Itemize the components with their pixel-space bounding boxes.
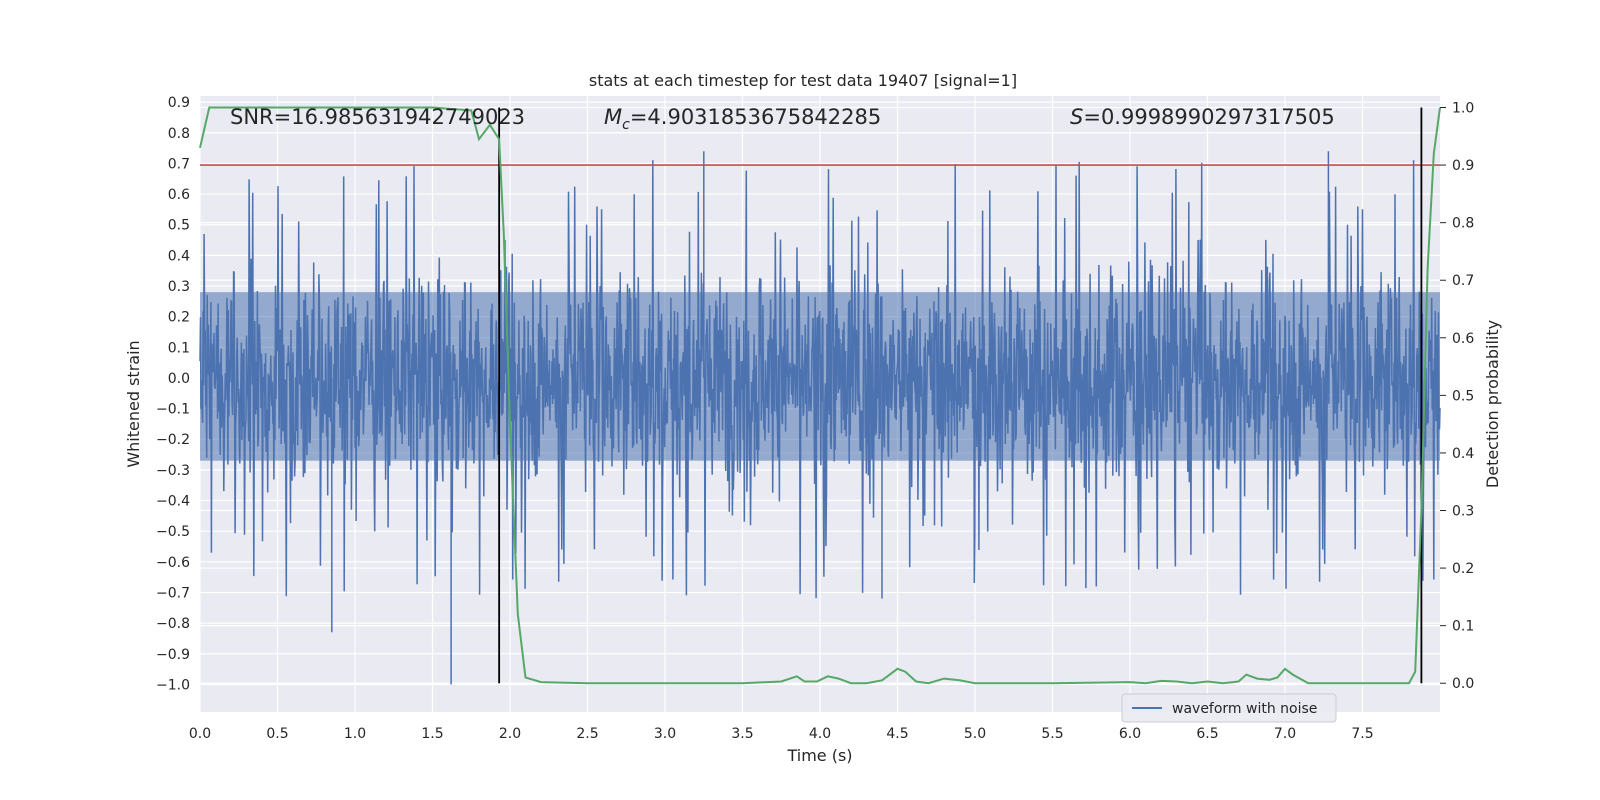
legend-label: waveform with noise [1172,701,1317,717]
x-ticks: 0.0 0.5 1.0 1.5 2.0 2.5 3.0 3.5 4.0 4.5 5.0 5.5 6.0 6… [189,726,1374,742]
x-tick-label: 2.0 [499,726,521,742]
s-symbol: S [1070,105,1083,129]
y-tick-label: 0.4 [168,248,190,264]
x-axis-label: Time (s) [786,746,852,765]
y2-tick-label: 0.2 [1452,561,1474,577]
x-tick-label: 3.0 [654,726,676,742]
x-tick-label: 1.0 [344,726,366,742]
s-annotation: S=0.9998990297317505 [1070,105,1335,129]
y-tick-label: 0.6 [168,187,190,203]
legend-box [1121,693,1337,723]
x-tick-label: 2.5 [576,726,598,742]
x-tick-label: 5.5 [1041,726,1063,742]
y-tick-label: −0.8 [156,616,190,632]
x-tick-label: 6.0 [1119,726,1141,742]
y-tick-label: 0.5 [168,218,190,234]
x-tick-label: 6.5 [1196,726,1218,742]
y-tick-label: −0.3 [156,463,190,479]
y2-tick-label: 0.7 [1452,273,1474,289]
x-tick-label: 1.5 [421,726,443,742]
mc-value: =4.9031853675842285 [630,105,881,129]
y2-tick-label: 0.6 [1452,331,1474,347]
y-tick-label: −0.2 [156,432,190,448]
y2-tick-label: 0.0 [1452,676,1474,692]
y-ticks: 0.9 0.8 0.7 0.6 0.5 0.4 0.3 0.2 0.1 0.0 −0.1 −0.2 −0… [156,95,190,693]
y-tick-label: −0.7 [156,585,190,601]
probability-line [199,106,1441,685]
x-tick-label: 4.5 [886,726,908,742]
y-tick-label: −0.5 [156,524,190,540]
y-tick-label: −0.9 [156,647,190,663]
y-tick-label: −0.4 [156,494,190,510]
waveform-core-band [200,292,1440,461]
y-tick-label: −0.6 [156,555,190,571]
overlays [200,107,1440,684]
y-tick-label: 0.7 [168,156,190,172]
y-tick-label: 0.0 [168,371,190,387]
y-tick-label: −0.1 [156,402,190,418]
probability-series [199,106,1441,685]
chart-title: stats at each timestep for test data 194… [589,71,1017,90]
y2-axis-label: Detection probability [1483,320,1502,488]
y2-tick-label: 1.0 [1452,101,1474,117]
waveform-series [199,151,1441,685]
x-tick-label: 3.5 [731,726,753,742]
s-value: =0.9998990297317505 [1083,105,1334,129]
x-tick-label: 5.0 [964,726,986,742]
y-tick-label: 0.8 [168,126,190,142]
y-axis-label: Whitened strain [124,340,143,467]
snr-annotation: SNR=16.985631942749023 [230,105,525,129]
y2-tick-label: 0.4 [1452,446,1474,462]
x-tick-label: 7.0 [1274,726,1296,742]
y2-tick-label: 0.5 [1452,388,1474,404]
x-tick-label: 0.5 [266,726,288,742]
x-tick-label: 4.0 [809,726,831,742]
y-tick-label: 0.2 [168,310,190,326]
x-tick-label: 0.0 [189,726,211,742]
y-tick-label: 0.9 [168,95,190,111]
y-tick-label: 0.1 [168,340,190,356]
y2-tick-label: 0.8 [1452,216,1474,232]
y2-ticks: 1.0 0.9 0.8 0.7 0.6 0.5 0.4 0.3 0.2 0.1 0.0 [1440,101,1474,692]
legend: waveform with noise [1121,693,1337,723]
y-tick-label: −1.0 [156,677,190,693]
mc-annotation: Mc=4.9031853675842285 [604,105,881,133]
x-tick-label: 7.5 [1351,726,1373,742]
mc-symbol: M [604,105,622,129]
y2-tick-label: 0.9 [1452,158,1474,174]
y2-tick-label: 0.3 [1452,504,1474,520]
y2-tick-label: 0.1 [1452,619,1474,635]
y-tick-label: 0.3 [168,279,190,295]
mc-subscript: c [622,117,630,133]
